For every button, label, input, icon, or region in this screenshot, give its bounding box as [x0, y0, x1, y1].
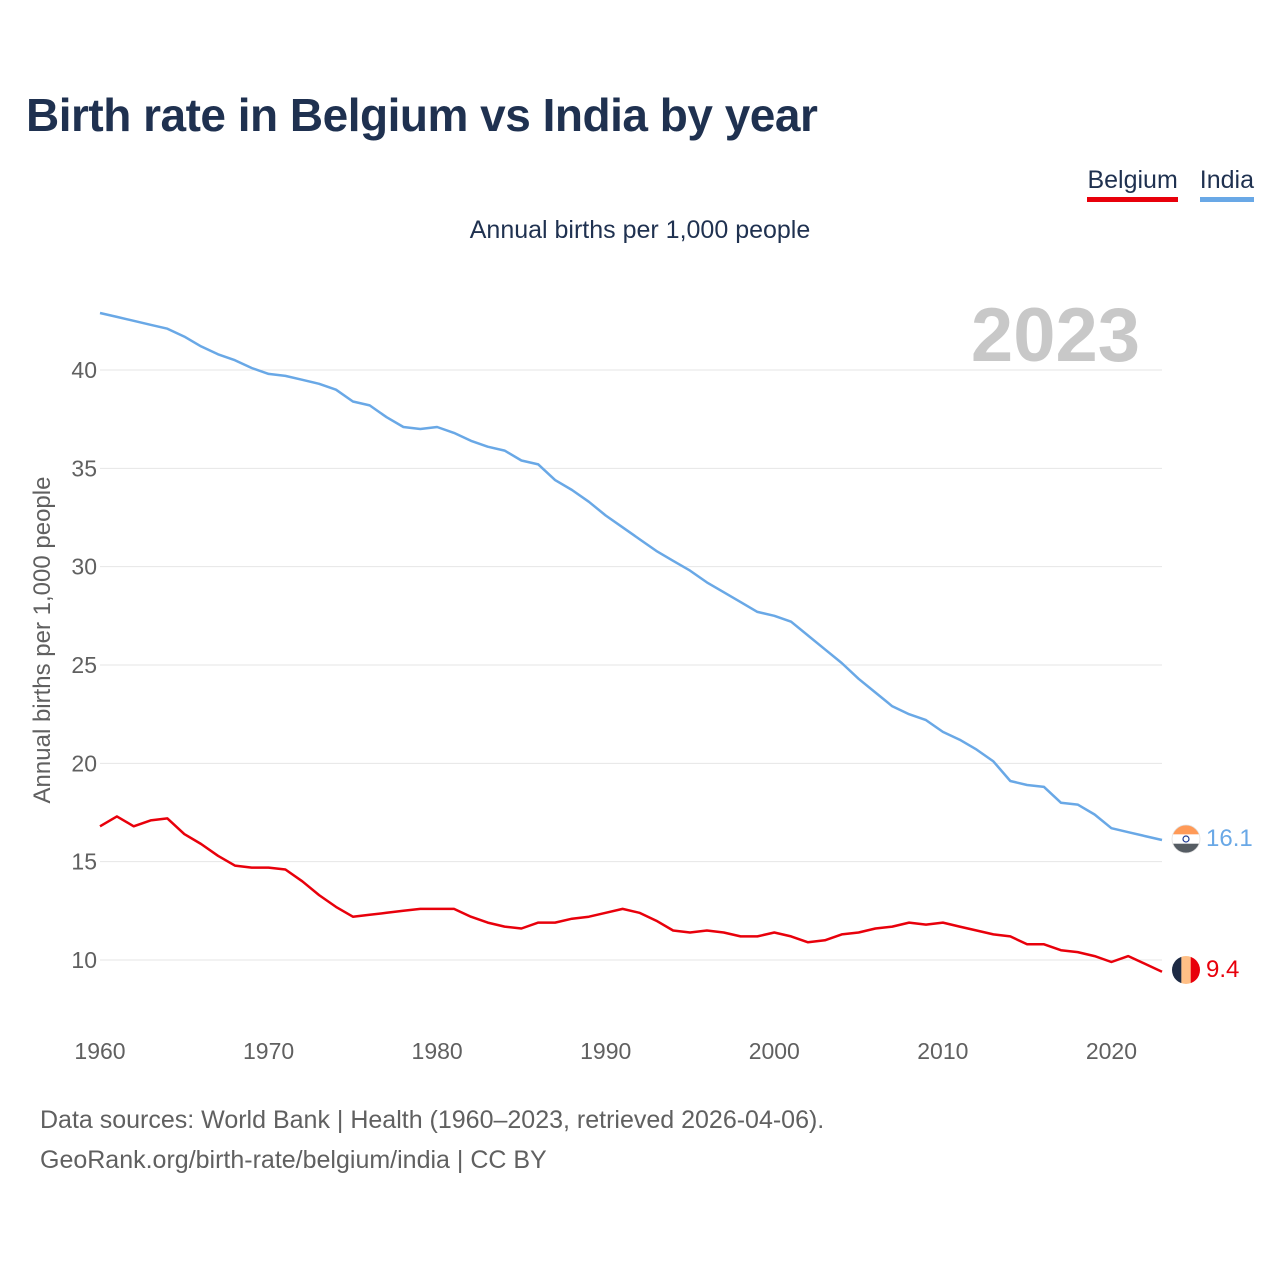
series-line-india	[99, 311, 1163, 842]
chart-subtitle: Annual births per 1,000 people	[469, 216, 811, 244]
x-tick-label: 2010	[917, 1038, 968, 1064]
x-axis-ticks: 1960 1970 1980 1990 2000 2010 2020	[74, 1038, 1137, 1064]
legend: Belgium India	[1087, 166, 1254, 202]
series-line-belgium	[99, 815, 1163, 973]
india-flag-icon	[1171, 824, 1201, 854]
y-tick-label: 25	[71, 652, 97, 678]
y-tick-label: 40	[71, 357, 97, 383]
y-tick-label: 10	[71, 947, 97, 973]
x-tick-label: 1960	[74, 1038, 125, 1064]
end-label-india: 16.1	[1206, 825, 1253, 852]
page-title: Birth rate in Belgium vs India by year	[26, 89, 818, 141]
legend-item-belgium[interactable]: Belgium	[1087, 166, 1178, 202]
line-chart: 10 15 20 25 30 35 40 1960 1970 1980 1990 2000 2010 2…	[29, 293, 1253, 1064]
x-tick-label: 2020	[1086, 1038, 1137, 1064]
x-tick-label: 1970	[243, 1038, 294, 1064]
x-tick-label: 1990	[580, 1038, 631, 1064]
y-tick-label: 35	[71, 455, 97, 481]
legend-item-india[interactable]: India	[1199, 166, 1254, 202]
year-watermark: 2023	[971, 293, 1140, 378]
y-axis-title: Annual births per 1,000 people	[29, 477, 56, 804]
x-tick-label: 1980	[412, 1038, 463, 1064]
y-tick-label: 30	[71, 554, 97, 580]
y-tick-label: 20	[71, 750, 97, 776]
grid-lines	[100, 369, 1162, 961]
x-tick-label: 2000	[749, 1038, 800, 1064]
data-source-note: Data sources: World Bank | Health (1960–…	[40, 1106, 825, 1134]
belgium-flag-icon	[1172, 956, 1200, 984]
credit-line[interactable]: GeoRank.org/birth-rate/belgium/india | C…	[40, 1146, 547, 1174]
y-axis-ticks: 10 15 20 25 30 35 40	[71, 357, 97, 973]
y-tick-label: 15	[71, 849, 97, 875]
end-label-belgium: 9.4	[1206, 956, 1239, 983]
